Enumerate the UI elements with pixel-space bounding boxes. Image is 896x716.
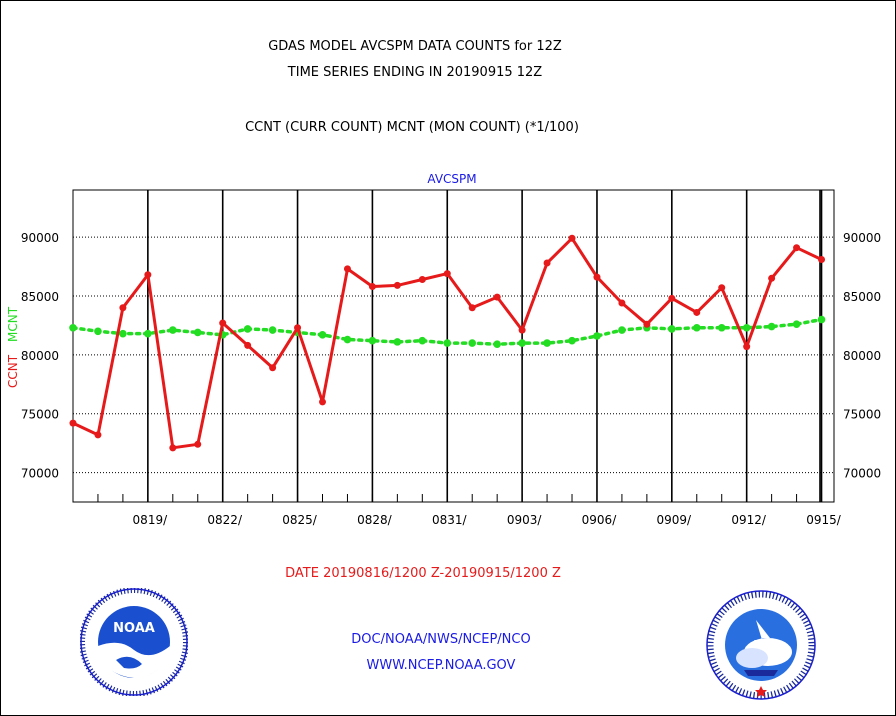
- data-point-mcnt: [268, 326, 277, 334]
- data-point-mcnt: [618, 326, 626, 334]
- website-link[interactable]: WWW.NCEP.NOAA.GOV: [366, 658, 516, 673]
- data-point-mcnt: [792, 320, 801, 329]
- data-point-mcnt: [717, 323, 726, 332]
- data-point-ccnt: [743, 343, 751, 351]
- data-point-mcnt: [69, 323, 77, 332]
- x-tick-label: 0915/: [806, 513, 842, 527]
- y-axis-label-mcnt: MCNT: [6, 306, 20, 342]
- data-point-mcnt: [493, 340, 501, 349]
- data-point-ccnt: [493, 293, 501, 301]
- data-point-mcnt: [692, 323, 701, 332]
- data-point-mcnt: [393, 338, 402, 346]
- y-tick-label-right: 70000: [843, 467, 881, 481]
- data-point-ccnt: [543, 259, 551, 267]
- data-point-ccnt: [693, 308, 701, 316]
- x-tick-label: 0831/: [432, 513, 468, 527]
- data-point-ccnt: [568, 234, 576, 242]
- x-tick-label: 0909/: [657, 513, 693, 527]
- data-point-mcnt: [468, 339, 477, 347]
- data-point-ccnt: [418, 275, 426, 283]
- y-axis-label-ccnt: CCNT: [6, 354, 20, 388]
- data-point-mcnt: [518, 339, 526, 347]
- data-point-mcnt: [193, 328, 202, 337]
- y-tick-label-right: 75000: [843, 408, 881, 422]
- data-point-ccnt: [468, 304, 476, 312]
- data-point-ccnt: [169, 444, 177, 452]
- data-point-ccnt: [294, 324, 302, 332]
- data-point-ccnt: [244, 341, 252, 349]
- date-range-label: DATE 20190816/1200 Z-20190915/1200 Z: [285, 566, 561, 581]
- data-point-ccnt: [269, 364, 277, 372]
- data-point-mcnt: [817, 315, 826, 324]
- data-point-mcnt: [243, 325, 252, 333]
- data-point-ccnt: [643, 320, 651, 328]
- data-point-ccnt: [618, 299, 626, 307]
- data-point-ccnt: [94, 431, 102, 439]
- nws-logo: [706, 590, 816, 700]
- data-point-ccnt: [368, 283, 376, 291]
- data-point-ccnt: [593, 273, 601, 281]
- x-tick-label: 0825/: [282, 513, 318, 527]
- noaa-logo-text: NOAA: [113, 621, 155, 636]
- data-point-mcnt: [318, 331, 327, 339]
- data-point-mcnt: [368, 336, 377, 345]
- x-tick-label: 0912/: [731, 513, 767, 527]
- y-tick-label-left: 70000: [21, 467, 59, 481]
- y-tick-label-left: 90000: [21, 231, 59, 245]
- y-tick-label-left: 80000: [21, 349, 59, 363]
- data-point-mcnt: [169, 326, 177, 334]
- plot-title: AVCSPM: [427, 172, 477, 186]
- data-point-mcnt: [668, 325, 676, 333]
- x-tick-label: 0906/: [582, 513, 618, 527]
- y-tick-label-right: 85000: [843, 290, 881, 304]
- data-point-ccnt: [144, 271, 152, 279]
- data-point-mcnt: [742, 323, 751, 332]
- data-point-mcnt: [343, 335, 352, 344]
- org-label: DOC/NOAA/NWS/NCEP/NCO: [351, 632, 531, 647]
- plot-frame: [72, 189, 835, 503]
- data-point-mcnt: [119, 329, 127, 338]
- data-point-ccnt: [69, 419, 77, 427]
- data-point-ccnt: [194, 440, 202, 448]
- y-tick-label-left: 85000: [21, 290, 59, 304]
- y-tick-label-right: 80000: [843, 349, 881, 363]
- data-point-mcnt: [144, 329, 152, 338]
- data-point-ccnt: [219, 319, 227, 327]
- data-point-ccnt: [818, 255, 826, 263]
- data-point-mcnt: [593, 332, 601, 340]
- chart-subtitle: CCNT (CURR COUNT) MCNT (MON COUNT) (*1/1…: [245, 120, 579, 135]
- noaa-logo: NOAA: [80, 588, 188, 696]
- data-point-ccnt: [319, 398, 327, 406]
- x-tick-label: 0828/: [357, 513, 393, 527]
- data-point-ccnt: [443, 270, 451, 278]
- data-point-mcnt: [543, 339, 551, 347]
- x-tick-label: 0903/: [507, 513, 543, 527]
- chart-title-line1: GDAS MODEL AVCSPM DATA COUNTS for 12Z: [268, 39, 562, 54]
- data-point-ccnt: [518, 326, 526, 334]
- data-point-ccnt: [768, 274, 776, 282]
- x-tick-label: 0819/: [133, 513, 169, 527]
- data-point-ccnt: [343, 265, 351, 273]
- data-point-mcnt: [767, 322, 776, 331]
- y-tick-label-left: 75000: [21, 408, 59, 422]
- data-point-ccnt: [718, 284, 726, 292]
- data-point-ccnt: [393, 281, 401, 289]
- data-point-mcnt: [443, 339, 452, 347]
- y-tick-label-right: 90000: [843, 231, 881, 245]
- data-point-ccnt: [119, 304, 127, 312]
- data-point-mcnt: [94, 327, 102, 336]
- x-tick-label: 0822/: [207, 513, 243, 527]
- chart-title-line2: TIME SERIES ENDING IN 20190915 12Z: [287, 65, 543, 80]
- data-point-ccnt: [668, 294, 676, 302]
- data-point-ccnt: [793, 244, 801, 252]
- data-point-mcnt: [418, 336, 427, 345]
- data-point-mcnt: [568, 336, 576, 345]
